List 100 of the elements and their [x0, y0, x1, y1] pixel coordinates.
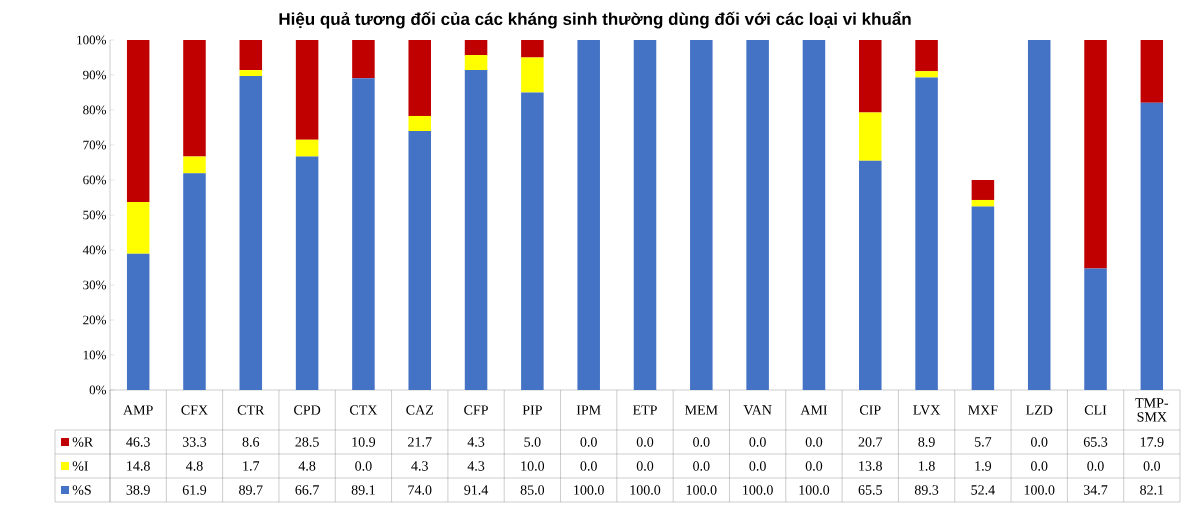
data-label: 100.0 [1024, 485, 1055, 495]
y-tick-label: 20% [83, 315, 107, 325]
y-tick-label: 100% [77, 35, 107, 45]
bar [1140, 40, 1164, 103]
data-label: 8.9 [918, 437, 935, 447]
legend-label: %I [72, 461, 89, 471]
bar [1140, 102, 1164, 390]
legend-label: %S [72, 485, 91, 495]
bar [971, 206, 995, 390]
x-tick-label: TMP-SMX [1135, 398, 1169, 422]
data-label: 0.0 [749, 437, 766, 447]
x-tick-label: CPD [294, 405, 321, 415]
data-label: 89.7 [239, 485, 263, 495]
data-label: 1.8 [919, 461, 935, 471]
bar [408, 40, 431, 116]
data-label: 66.7 [295, 485, 319, 495]
data-label: 20.7 [858, 437, 883, 447]
bar [521, 57, 544, 93]
bar [239, 70, 263, 77]
bar [464, 70, 488, 390]
data-label: 5.7 [974, 437, 992, 447]
data-label: 65.3 [1083, 437, 1108, 447]
data-label: 13.8 [859, 461, 882, 471]
data-label: 0.0 [693, 437, 710, 447]
data-label: 21.7 [408, 437, 432, 447]
data-label: 100.0 [574, 485, 604, 495]
data-label: 89.3 [914, 485, 939, 495]
y-tick-label: 30% [83, 280, 107, 290]
x-tick-label: LVX [913, 405, 941, 415]
data-label: 85.0 [520, 485, 545, 495]
data-label: 0.0 [580, 461, 597, 471]
bar [859, 160, 882, 390]
y-tick-label: 0% [89, 385, 107, 395]
data-label: 61.9 [182, 485, 207, 495]
data-label: 33.3 [182, 437, 207, 447]
y-tick-label: 10% [83, 350, 107, 360]
data-label: 4.3 [411, 461, 428, 471]
y-tick-label: 80% [83, 105, 107, 115]
bar [183, 173, 206, 390]
bar [859, 112, 882, 161]
x-tick-label: CFP [464, 405, 488, 415]
y-tick-label: 60% [83, 175, 107, 185]
data-label: 4.8 [185, 461, 203, 471]
bar [1084, 40, 1107, 269]
bar [464, 55, 488, 71]
bar [126, 253, 150, 390]
data-label: 82.1 [1140, 485, 1164, 495]
data-label: 4.3 [467, 461, 485, 471]
bar [1084, 268, 1107, 390]
bar [295, 40, 319, 140]
y-tick-label: 90% [83, 70, 107, 80]
data-label: 34.7 [1083, 485, 1108, 495]
data-label: 0.0 [693, 461, 710, 471]
bar [746, 40, 769, 390]
bar [690, 40, 713, 390]
bar [971, 180, 995, 200]
x-tick-label: LZD [1026, 405, 1053, 415]
data-label: 100.0 [630, 485, 661, 495]
x-tick-label: AMP [123, 405, 153, 415]
bar [239, 76, 263, 390]
data-label: 100.0 [686, 485, 717, 495]
data-label: 1.9 [975, 461, 992, 471]
bar [915, 71, 938, 78]
data-label: 0.0 [1087, 461, 1104, 471]
x-tick-label: PIP [522, 405, 542, 415]
y-tick-label: 40% [82, 245, 107, 255]
x-tick-label: CTR [237, 405, 265, 415]
x-tick-label: ETP [632, 405, 657, 415]
data-label: 100.0 [743, 485, 773, 495]
data-label: 65.5 [858, 485, 882, 495]
bar [295, 156, 319, 390]
data-label: 0.0 [1031, 461, 1048, 471]
data-label: 4.3 [467, 437, 485, 447]
y-tick-label: 50% [83, 210, 107, 220]
bar [464, 40, 488, 56]
bar [126, 40, 150, 203]
bar [521, 40, 544, 58]
data-label: 10.0 [521, 461, 545, 471]
y-tick-label: 70% [83, 140, 107, 150]
bar [183, 156, 206, 174]
data-label: 0.0 [805, 437, 823, 447]
bar [971, 199, 995, 207]
data-label: 28.5 [295, 437, 319, 447]
data-label: 52.4 [971, 485, 995, 495]
x-tick-label: CIP [859, 405, 881, 415]
bar [408, 131, 431, 390]
x-tick-label: MEM [685, 405, 718, 415]
data-label: 5.0 [524, 437, 541, 447]
data-label: 0.0 [580, 437, 597, 447]
x-tick-label: CTX [350, 405, 378, 415]
bar [295, 139, 319, 157]
bar [915, 77, 938, 390]
data-label: 38.9 [126, 485, 150, 495]
bar [915, 40, 938, 72]
bar [183, 40, 206, 157]
data-label: 1.7 [243, 461, 260, 471]
x-tick-label: IPM [576, 405, 601, 415]
bar [859, 40, 882, 113]
data-label: 10.9 [352, 437, 376, 447]
bar [239, 40, 263, 71]
